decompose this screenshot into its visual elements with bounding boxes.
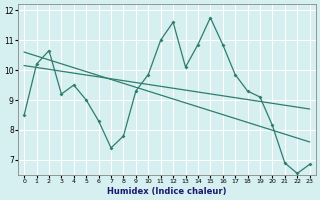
X-axis label: Humidex (Indice chaleur): Humidex (Indice chaleur)	[107, 187, 227, 196]
